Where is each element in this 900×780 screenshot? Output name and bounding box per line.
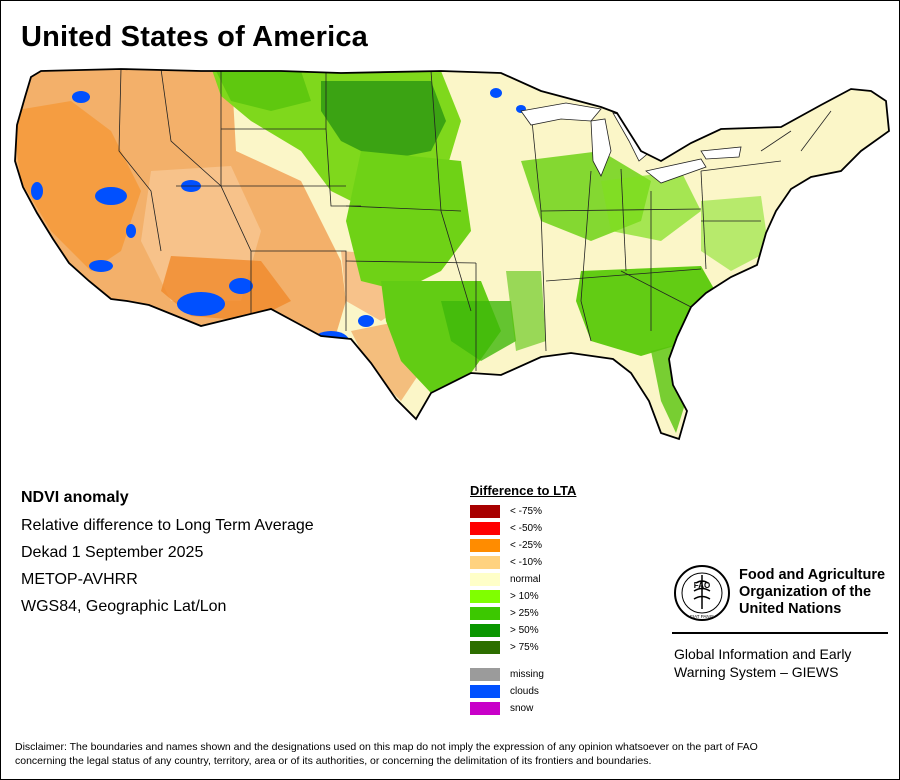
legend-swatch (470, 539, 500, 552)
legend-extra-item: clouds (470, 683, 576, 700)
legend-label: > 75% (510, 642, 539, 653)
fao-emblem-icon: FAO FIAT PANIS (674, 565, 730, 621)
map-title: United States of America (21, 21, 368, 53)
legend-extra-label: clouds (510, 686, 539, 697)
legend-item: > 75% (470, 639, 576, 656)
central-plains-green (346, 151, 471, 291)
product-heading: NDVI anomaly (21, 489, 129, 506)
legend-swatch (470, 607, 500, 620)
legend-item: < -50% (470, 520, 576, 537)
legend-swatch (470, 556, 500, 569)
southeast-green (576, 266, 721, 356)
fao-emblem-motto: FIAT PANIS (690, 614, 714, 619)
info-line-sensor: METOP-AVHRR (21, 571, 138, 588)
fao-organization-name: Food and Agriculture Organization of the… (739, 567, 886, 617)
legend-item: < -10% (470, 554, 576, 571)
fao-divider (672, 632, 888, 634)
mid-atlantic-green (701, 196, 769, 271)
great-lakes (520, 102, 742, 184)
legend-label: < -25% (510, 540, 542, 551)
disclaimer-line-1: Disclaimer: The boundaries and names sho… (15, 741, 758, 753)
legend-label: < -50% (510, 523, 542, 534)
legend-swatch (470, 641, 500, 654)
legend-item: > 25% (470, 605, 576, 622)
info-line-description: Relative difference to Long Term Average (21, 517, 314, 534)
legend-label: < -10% (510, 557, 542, 568)
info-line-period: Dekad 1 September 2025 (21, 544, 204, 561)
fao-emblem-letters: FAO (694, 581, 710, 590)
legend-extra-item: snow (470, 700, 576, 717)
legend-swatch (470, 505, 500, 518)
legend-extra-items: missing clouds snow (470, 666, 576, 717)
disclaimer-line-2: concerning the legal status of any count… (15, 755, 652, 767)
info-line-projection: WGS84, Geographic Lat/Lon (21, 598, 227, 615)
legend-label: > 25% (510, 608, 539, 619)
legend-extra-label: missing (510, 669, 544, 680)
legend-label: > 50% (510, 625, 539, 636)
disclaimer-text: Disclaimer: The boundaries and names sho… (15, 740, 891, 768)
east-texas-green (441, 301, 516, 361)
legend-item: > 50% (470, 622, 576, 639)
legend-item: normal (470, 571, 576, 588)
legend-label: < -75% (510, 506, 542, 517)
montana-green (216, 71, 311, 111)
legend-item: < -75% (470, 503, 576, 520)
legend-items: < -75% < -50% < -25% < -10% normal > 10% > 25%… (470, 503, 576, 656)
mississippi-valley-green (506, 271, 546, 351)
legend-extra-swatch (470, 668, 500, 681)
legend-title: Difference to LTA (470, 483, 577, 498)
state-boundaries (118, 69, 832, 371)
legend: Difference to LTA < -75% < -50% < -25% < -1… (470, 483, 576, 717)
legend-swatch (470, 573, 500, 586)
legend-extra-label: snow (510, 703, 534, 714)
map-info-block: NDVI anomaly Relative difference to Long… (21, 489, 314, 625)
legend-swatch (470, 522, 500, 535)
west-moderate-dry-region (15, 101, 141, 271)
legend-item: > 10% (470, 588, 576, 605)
legend-label: > 10% (510, 591, 539, 602)
legend-swatch (470, 590, 500, 603)
dakotas-high-green (321, 81, 446, 161)
legend-extra-swatch (470, 702, 500, 715)
ndvi-anomaly-map (14, 68, 890, 440)
legend-extra-swatch (470, 685, 500, 698)
giews-name: Global Information and Early Warning Sys… (674, 646, 852, 680)
legend-swatch (470, 624, 500, 637)
legend-item: < -25% (470, 537, 576, 554)
legend-label: normal (510, 574, 541, 585)
legend-extra-item: missing (470, 666, 576, 683)
